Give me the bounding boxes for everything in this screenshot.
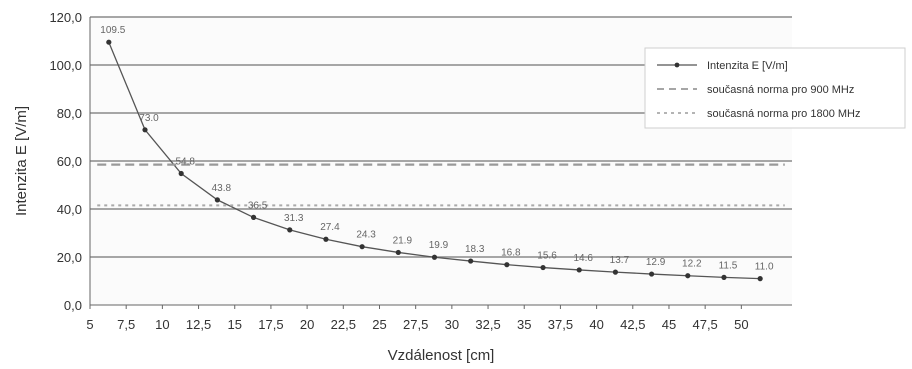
y-axis-title: Intenzita E [V/m] [13,106,30,216]
legend-label: současná norma pro 1800 MHz [707,108,860,120]
legend-label: Intenzita E [V/m] [707,60,788,72]
data-label: 15.6 [537,251,557,262]
x-tick-label: 27,5 [403,317,428,332]
y-tick-label: 60,0 [57,154,82,169]
data-point [142,127,148,133]
data-point [395,249,401,256]
legend-box [644,47,906,129]
data-label: 11.5 [719,260,738,271]
x-tick-label: 32,5 [475,317,500,332]
data-point [685,273,691,279]
data-label: 109.5 [100,25,125,36]
x-tick-label: 47,5 [692,317,717,332]
data-point [431,254,438,260]
legend-marker [674,62,680,68]
data-label: 31.3 [284,213,304,224]
y-tick-label: 0,0 [64,298,82,313]
data-label: 18.3 [465,244,485,255]
data-label: 21.9 [393,235,413,246]
x-tick-label: 42,5 [620,317,645,332]
y-tick-label: 80,0 [57,106,82,121]
x-tick-label: 20 [300,317,314,332]
y-tick-label: 100,0 [49,58,82,73]
data-point [468,258,474,264]
x-tick-label: 25 [372,317,386,332]
data-point [540,264,546,271]
data-point [106,39,112,45]
data-label: 73.0 [139,113,159,124]
data-point [287,227,293,233]
data-point [250,214,257,220]
data-point [612,269,619,275]
data-label: 12.2 [682,259,702,270]
legend-label: současná norma pro 900 MHz [707,84,854,96]
x-tick-label: 50 [734,317,748,332]
x-tick-label: 30 [445,317,459,332]
data-point [721,274,727,280]
data-label: 27.4 [320,222,340,233]
data-label: 54.8 [175,156,195,167]
data-point [504,262,510,268]
data-point [649,271,655,277]
data-point [359,244,365,250]
data-label: 11.0 [755,262,774,273]
x-tick-label: 40 [589,317,603,332]
data-point [757,276,763,282]
x-tick-label: 45 [662,317,676,332]
data-point [323,236,329,242]
data-label: 24.3 [356,230,376,241]
x-tick-label: 15 [228,317,242,332]
x-tick-label: 22,5 [331,317,356,332]
data-point [178,170,184,177]
x-tick-label: 37,5 [548,317,573,332]
x-tick-label: 5 [86,317,93,332]
x-tick-label: 35 [517,317,531,332]
data-label: 16.8 [501,248,521,259]
data-label: 43.8 [212,183,232,194]
data-point [214,197,220,203]
data-point [576,267,582,273]
x-tick-label: 17,5 [258,317,283,332]
x-tick-label: 10 [155,317,169,332]
x-axis-title: Vzdálenost [cm] [388,347,495,364]
data-label: 13.7 [610,255,630,266]
x-tick-label: 7,5 [117,317,135,332]
data-label: 12.9 [646,257,666,268]
y-tick-label: 40,0 [57,202,82,217]
data-label: 14.6 [573,253,593,264]
data-label: 19.9 [429,240,449,251]
y-tick-label: 120,0 [49,10,82,25]
data-label: 36.5 [248,200,268,211]
y-tick-label: 20,0 [57,250,82,265]
x-tick-label: 12,5 [186,317,211,332]
